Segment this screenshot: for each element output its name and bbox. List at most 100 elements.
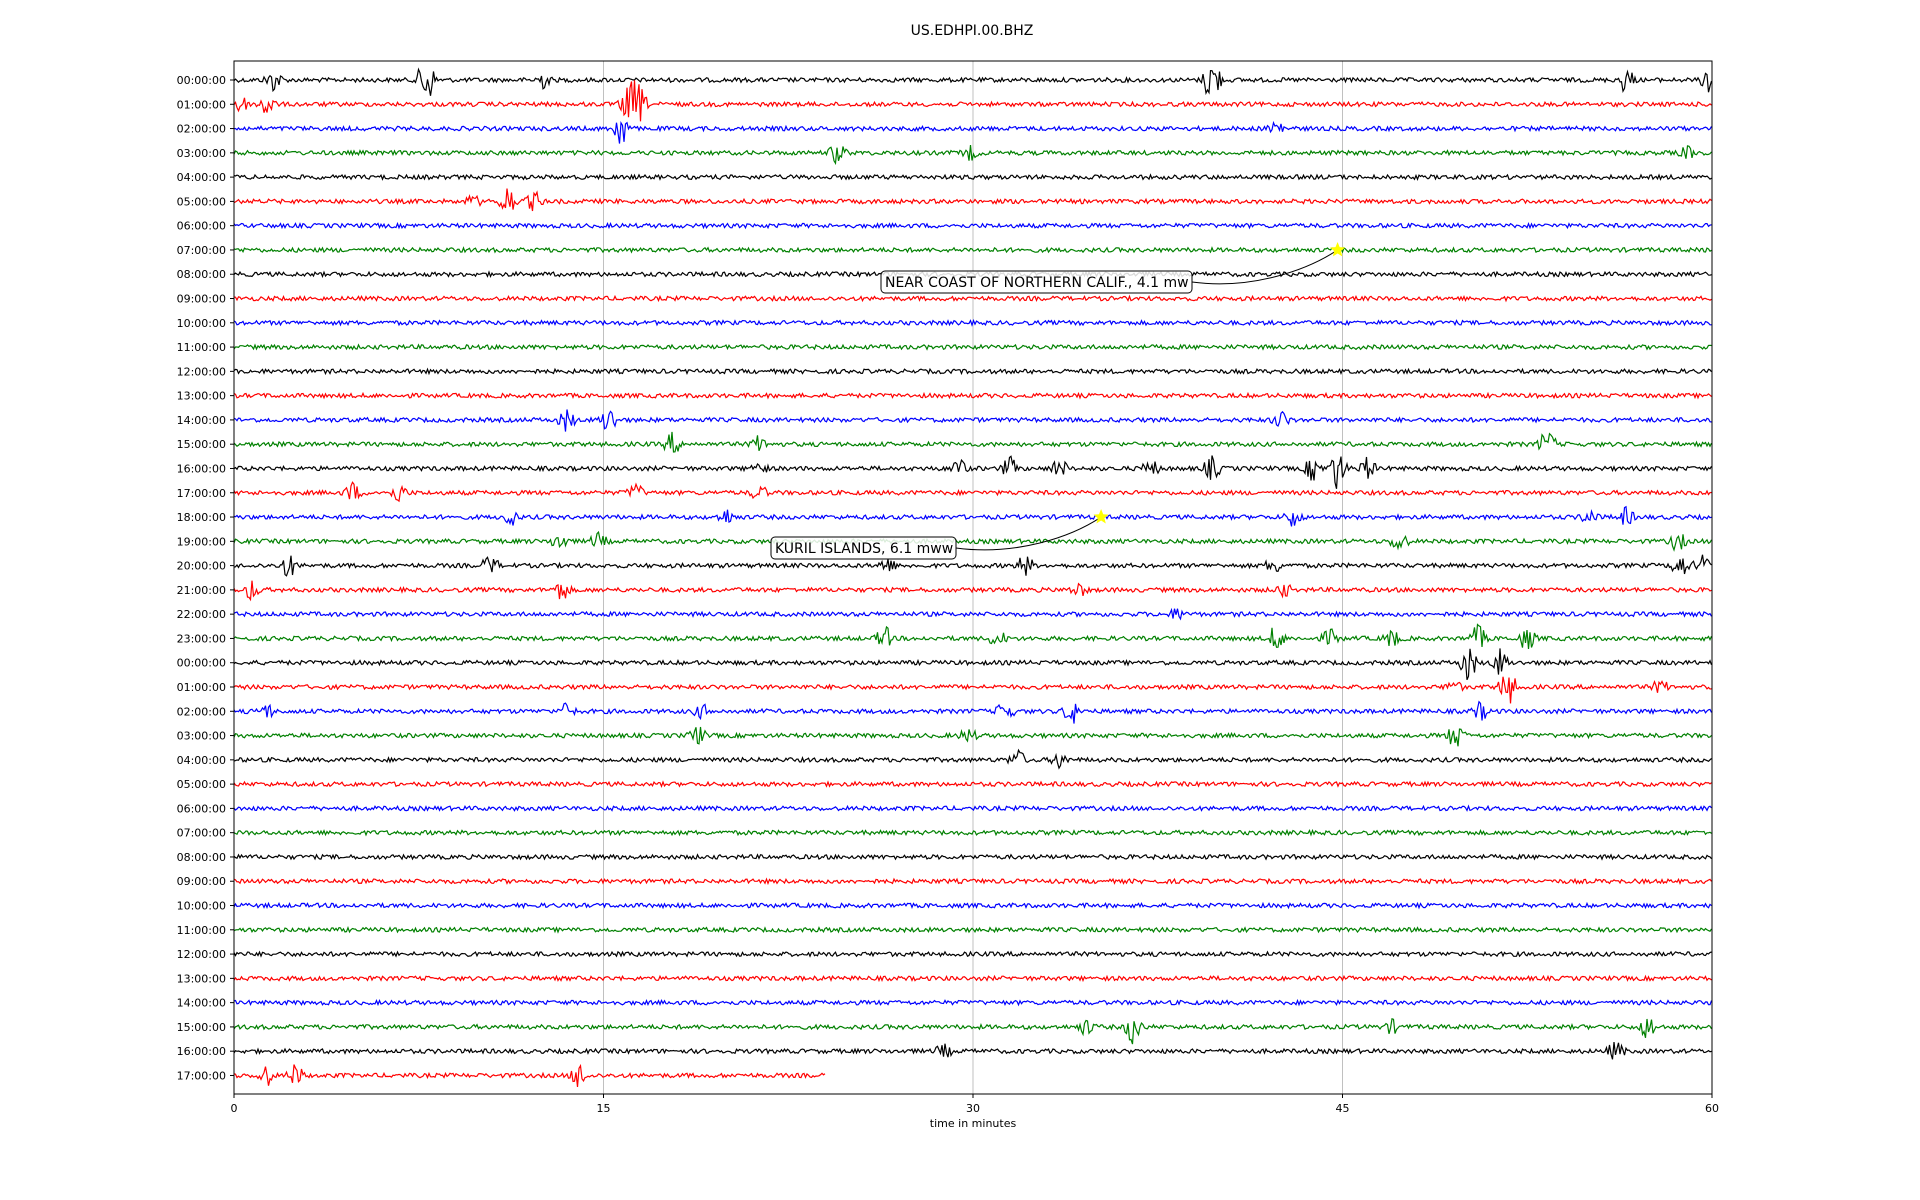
row-label: 02:00:00 (177, 705, 226, 718)
annotation-label: NEAR COAST OF NORTHERN CALIF., 4.1 mw (885, 275, 1189, 291)
row-label: 14:00:00 (177, 997, 226, 1010)
trace-36 (233, 950, 1712, 958)
row-label: 21:00:00 (177, 584, 226, 597)
row-label: 12:00:00 (177, 365, 226, 378)
trace-41 (233, 1063, 826, 1087)
trace-25 (233, 676, 1712, 704)
trace-10 (233, 318, 1712, 327)
row-label: 07:00:00 (177, 244, 226, 257)
trace-14 (233, 409, 1712, 432)
trace-16 (233, 455, 1713, 489)
trace-39 (233, 1018, 1713, 1045)
trace-20 (233, 554, 1712, 577)
row-label: 16:00:00 (177, 462, 226, 475)
row-label: 08:00:00 (177, 851, 226, 864)
row-label: 11:00:00 (177, 924, 226, 937)
row-label: 05:00:00 (177, 195, 226, 208)
trace-22 (233, 607, 1713, 621)
row-label: 13:00:00 (177, 390, 226, 403)
trace-18 (233, 505, 1712, 527)
vertical-gridlines (603, 61, 1343, 1094)
annotation-connector (1191, 249, 1338, 285)
row-label: 03:00:00 (177, 147, 226, 160)
annotation-box (880, 270, 1193, 294)
row-label: 14:00:00 (177, 414, 226, 427)
trace-3 (233, 145, 1712, 166)
annotation-box (770, 536, 957, 560)
row-label: 00:00:00 (177, 74, 226, 87)
row-label: 13:00:00 (177, 972, 226, 985)
trace-6 (233, 221, 1712, 230)
trace-1 (233, 80, 1712, 122)
row-time-labels: 00:00:00 01:00:00 02:00:00 03:00:00 04:00:00… (177, 74, 234, 1082)
trace-2 (233, 120, 1713, 144)
trace-11 (233, 343, 1712, 351)
trace-33 (233, 877, 1712, 886)
trace-5 (233, 188, 1712, 212)
row-label: 09:00:00 (177, 875, 226, 888)
row-label: 00:00:00 (177, 657, 226, 670)
seismic-traces (233, 67, 1713, 1087)
row-label: 06:00:00 (177, 220, 226, 233)
trace-4 (233, 173, 1712, 181)
row-label: 02:00:00 (177, 123, 226, 136)
trace-7 (233, 246, 1712, 254)
row-label: 09:00:00 (177, 293, 226, 306)
x-tick-label: 60 (1705, 1102, 1719, 1115)
row-label: 06:00:00 (177, 802, 226, 815)
trace-15 (233, 431, 1713, 453)
trace-37 (233, 974, 1712, 983)
event-star-marker (1093, 509, 1109, 524)
trace-34 (233, 901, 1712, 910)
row-label: 10:00:00 (177, 900, 226, 913)
annotation-label: KURIL ISLANDS, 6.1 mww (775, 541, 953, 557)
event-annotations: NEAR COAST OF NORTHERN CALIF., 4.1 mw KUR… (770, 242, 1346, 560)
trace-28 (233, 748, 1712, 770)
row-label: 08:00:00 (177, 268, 226, 281)
row-label: 20:00:00 (177, 560, 226, 573)
x-axis: 0 15 30 45 60 (231, 1094, 1719, 1115)
trace-29 (233, 780, 1712, 788)
row-label: 16:00:00 (177, 1045, 226, 1058)
trace-27 (233, 726, 1712, 747)
trace-12 (233, 367, 1712, 376)
row-label: 10:00:00 (177, 317, 226, 330)
row-label: 04:00:00 (177, 171, 226, 184)
trace-31 (233, 828, 1712, 837)
x-tick-label: 45 (1336, 1102, 1350, 1115)
trace-19 (233, 530, 1713, 552)
trace-40 (233, 1042, 1712, 1060)
row-label: 05:00:00 (177, 778, 226, 791)
trace-30 (233, 804, 1712, 812)
trace-21 (233, 580, 1712, 602)
row-label: 18:00:00 (177, 511, 226, 524)
trace-32 (233, 853, 1712, 861)
x-tick-label: 0 (231, 1102, 238, 1115)
trace-38 (233, 998, 1713, 1007)
row-label: 03:00:00 (177, 730, 226, 743)
x-axis-label: time in minutes (930, 1117, 1017, 1130)
trace-35 (233, 925, 1713, 934)
row-label: 15:00:00 (177, 438, 226, 451)
trace-26 (233, 700, 1713, 724)
row-label: 22:00:00 (177, 608, 226, 621)
plot-frame (233, 60, 1713, 1095)
x-tick-label: 30 (966, 1102, 980, 1115)
event-star-marker (1330, 242, 1346, 257)
row-label: 17:00:00 (177, 487, 226, 500)
row-label: 23:00:00 (177, 632, 226, 645)
row-label: 17:00:00 (177, 1069, 226, 1082)
row-label: 15:00:00 (177, 1021, 226, 1034)
row-label: 19:00:00 (177, 535, 226, 548)
chart-title: US.EDHPI.00.BHZ (911, 23, 1034, 39)
trace-9 (233, 294, 1712, 303)
row-label: 11:00:00 (177, 341, 226, 354)
row-label: 07:00:00 (177, 827, 226, 840)
trace-13 (233, 391, 1712, 400)
row-label: 01:00:00 (177, 681, 226, 694)
trace-17 (233, 481, 1712, 503)
row-label: 01:00:00 (177, 98, 226, 111)
x-tick-label: 15 (597, 1102, 611, 1115)
trace-0 (233, 67, 1713, 96)
